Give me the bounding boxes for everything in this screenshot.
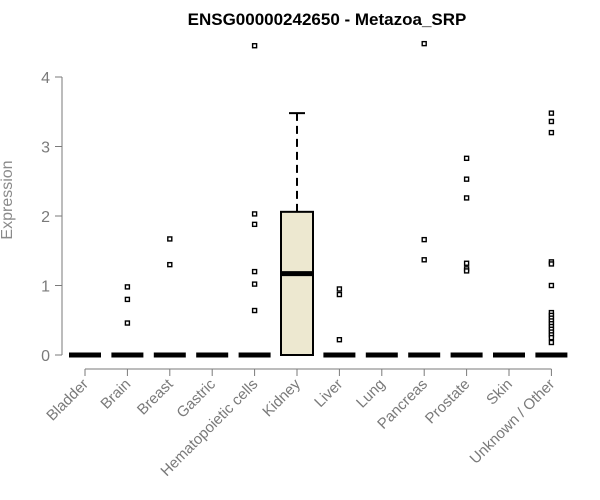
outlier-point: [463, 268, 470, 274]
outlier-point: [548, 339, 555, 346]
y-tick-label: 3: [41, 140, 50, 157]
box-liver: [323, 286, 356, 358]
box-brain: [111, 284, 144, 358]
x-tick-label: Lung: [353, 376, 389, 412]
outlier-point: [167, 236, 173, 242]
x-tick-label: Kidney: [259, 375, 304, 420]
box-breast: [153, 236, 186, 358]
outlier-point: [463, 260, 470, 266]
outlier-point: [251, 307, 258, 314]
x-tick-label: Prostate: [422, 376, 474, 428]
y-tick-label: 4: [41, 70, 50, 87]
outlier-point: [421, 257, 427, 263]
box-iqr: [280, 210, 314, 356]
outlier-point: [463, 155, 470, 162]
outlier-point: [548, 334, 555, 341]
y-tick-label: 2: [41, 209, 50, 226]
outlier-point: [124, 320, 131, 326]
x-tick-label: Bladder: [43, 376, 92, 425]
outlier-point: [463, 176, 470, 182]
x-tick-label: Brain: [97, 376, 134, 413]
outlier-point: [548, 261, 555, 267]
outlier-point: [421, 236, 427, 243]
box-kidney: [280, 112, 314, 356]
box-group: [69, 40, 568, 358]
x-tick-label: Liver: [311, 376, 346, 411]
outlier-point: [336, 291, 343, 298]
chart-title: ENSG00000242650 - Metazoa_SRP: [188, 10, 467, 29]
y-tick-label: 0: [41, 348, 50, 365]
box-prostate: [450, 155, 483, 358]
y-axis: 0 1 2 3 4: [41, 70, 63, 365]
outlier-point: [421, 40, 427, 47]
outlier-point: [336, 337, 343, 343]
y-tick-label: 1: [41, 279, 50, 296]
outlier-point: [251, 221, 258, 228]
outlier-point: [548, 110, 555, 116]
outlier-point: [251, 268, 258, 275]
x-tick-label: Breast: [134, 375, 177, 418]
box-pancreas: [408, 40, 441, 358]
outlier-point: [251, 211, 258, 217]
outlier-point: [167, 261, 173, 268]
x-tick-label: Skin: [483, 376, 516, 409]
outlier-point: [124, 284, 131, 290]
outlier-point: [336, 286, 343, 292]
outlier-point: [548, 118, 555, 125]
outlier-point: [251, 43, 258, 49]
box-hematopoietic-cells: [238, 43, 271, 358]
y-axis-label: Expression: [0, 160, 16, 239]
outlier-point: [463, 195, 470, 201]
box-unknown-other: [535, 110, 568, 358]
outlier-point: [251, 281, 258, 287]
outlier-point: [124, 296, 131, 303]
outlier-point: [548, 129, 555, 136]
outlier-point: [548, 282, 555, 289]
